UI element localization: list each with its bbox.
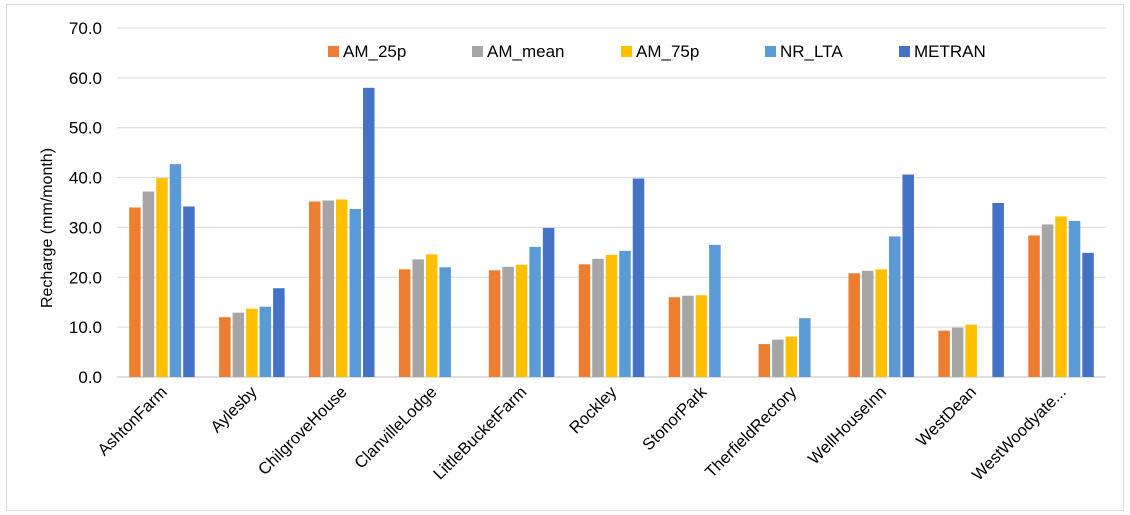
bar-am-75p — [336, 199, 348, 377]
x-tick-label: ChilgroveHouse — [255, 383, 351, 479]
bar-am-mean — [232, 312, 245, 377]
legend-swatch — [899, 46, 910, 57]
bar-am-75p — [965, 324, 977, 377]
legend-label: AM_mean — [487, 42, 564, 61]
bar-am-mean — [412, 259, 424, 377]
legend-label: AM_75p — [636, 42, 699, 61]
y-tick-label: 60.0 — [69, 69, 102, 88]
y-tick-label: 0.0 — [78, 368, 102, 387]
bar-nr-lta — [799, 318, 811, 377]
bar-am-75p — [785, 336, 798, 377]
bar-am-25p — [938, 330, 950, 377]
bar-am-mean — [322, 200, 335, 377]
y-tick-label: 10.0 — [69, 318, 102, 337]
bar-metran — [992, 202, 1004, 377]
x-tick-label: Aylesby — [207, 383, 261, 437]
legend-label: NR_LTA — [780, 42, 843, 61]
bar-am-25p — [668, 297, 681, 377]
bar-am-mean — [682, 295, 694, 377]
bar-nr-lta — [169, 164, 182, 377]
bar-am-75p — [246, 308, 258, 377]
bar-nr-lta — [439, 267, 451, 377]
bar-metran — [183, 206, 195, 377]
y-tick-label: 30.0 — [69, 218, 102, 237]
bar-am-mean — [142, 191, 155, 377]
legend-label: AM_25p — [343, 42, 406, 61]
bar-nr-lta — [259, 306, 272, 377]
bar-nr-lta — [349, 208, 362, 377]
bar-metran — [363, 87, 375, 377]
bar-am-mean — [502, 266, 514, 377]
legend-swatch — [621, 46, 632, 57]
legend: AM_25p AM_mean AM_75p NR_LTA METRAN — [328, 42, 986, 61]
bar-am-mean — [1041, 224, 1054, 377]
bars — [129, 87, 1094, 377]
bar-am-75p — [875, 269, 887, 377]
bar-am-mean — [951, 327, 964, 377]
bar-am-75p — [695, 295, 708, 377]
bar-am-mean — [592, 258, 604, 377]
bar-am-25p — [309, 201, 321, 377]
bar-metran — [902, 174, 914, 377]
bar-am-75p — [156, 178, 168, 377]
bar-am-25p — [129, 207, 141, 377]
bar-nr-lta — [1068, 220, 1081, 377]
bar-am-25p — [488, 270, 501, 377]
bar-metran — [542, 227, 555, 377]
x-tick-label: LittleBucketFarm — [430, 383, 530, 483]
bar-am-25p — [848, 273, 860, 377]
y-axis-ticks: 0.0 10.0 20.0 30.0 40.0 50.0 60.0 70.0 — [69, 19, 102, 387]
x-tick-label: TherfieldRectory — [702, 383, 801, 482]
bar-am-75p — [1055, 216, 1067, 377]
x-tick-label: WestDean — [913, 383, 980, 450]
bar-am-25p — [578, 264, 591, 377]
x-tick-label: WestWoodyate... — [969, 383, 1070, 484]
bar-am-25p — [1028, 235, 1040, 377]
y-tick-label: 40.0 — [69, 169, 102, 188]
bar-metran — [273, 288, 285, 377]
y-tick-label: 50.0 — [69, 119, 102, 138]
x-tick-label: StonorPark — [639, 383, 711, 455]
bar-am-mean — [861, 270, 874, 377]
bar-nr-lta — [709, 244, 721, 377]
bar-am-75p — [515, 264, 528, 377]
legend-label: METRAN — [914, 42, 986, 61]
x-tick-label: Rockley — [566, 383, 621, 438]
bar-nr-lta — [529, 246, 541, 377]
bar-am-75p — [605, 254, 618, 377]
bar-am-25p — [758, 344, 771, 377]
bar-metran — [632, 178, 645, 377]
y-tick-label: 70.0 — [69, 19, 102, 38]
y-axis-label: Recharge (mm/month) — [39, 148, 56, 308]
x-tick-label: ClanvilleLodge — [351, 383, 440, 472]
x-tick-label: WellHouseInn — [805, 383, 890, 468]
bar-nr-lta — [888, 236, 901, 377]
bar-am-mean — [772, 339, 784, 377]
bar-am-25p — [398, 269, 411, 377]
bar-am-25p — [219, 317, 231, 377]
x-tick-label: AshtonFarm — [95, 383, 171, 459]
legend-swatch — [328, 46, 339, 57]
bar-metran — [1082, 252, 1094, 377]
y-tick-label: 20.0 — [69, 268, 102, 287]
legend-swatch — [765, 46, 776, 57]
bar-nr-lta — [619, 250, 631, 377]
bar-am-75p — [425, 254, 438, 377]
legend-swatch — [472, 46, 483, 57]
